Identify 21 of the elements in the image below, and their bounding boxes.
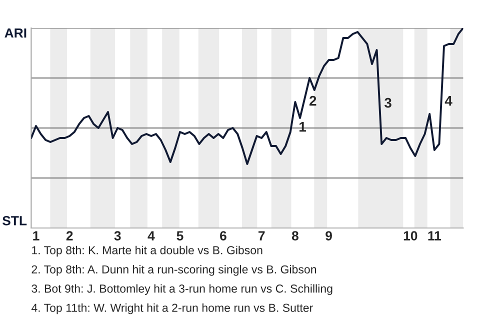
annotation: 3 [384, 98, 392, 108]
annotation: 2 [309, 96, 316, 106]
x-tick-label: 4 [148, 231, 155, 240]
text: 3. Bot 9th: J. Bottomley hit a 3-run home run vs C. Schilling [32, 284, 332, 295]
text: 1. Top 8th: K. Marte hit a double vs B. Gibson [32, 246, 262, 257]
x-tick-label: 1 [33, 231, 40, 240]
annotation: 1 [300, 122, 306, 132]
text: ARI [4, 28, 26, 38]
x-tick-label: 2 [66, 231, 73, 240]
annotation: 4 [444, 96, 452, 106]
text: 4. Top 11th: W. Wright hit a 2-run home run vs B. Sutter [31, 303, 313, 314]
text: STL [2, 216, 27, 226]
x-tick-label: 10 [404, 231, 418, 240]
x-tick-label: 8 [292, 231, 298, 240]
text: 2. Top 8th: A. Dunn hit a run-scoring single vs B. Gibson [32, 265, 316, 276]
x-tick-label: 5 [176, 231, 184, 240]
x-tick-label: 7 [258, 231, 265, 240]
x-tick-label: 6 [220, 231, 226, 240]
x-tick-label: 3 [114, 231, 121, 240]
x-tick-label: 11 [428, 231, 442, 240]
x-tick-label: 9 [326, 231, 332, 240]
